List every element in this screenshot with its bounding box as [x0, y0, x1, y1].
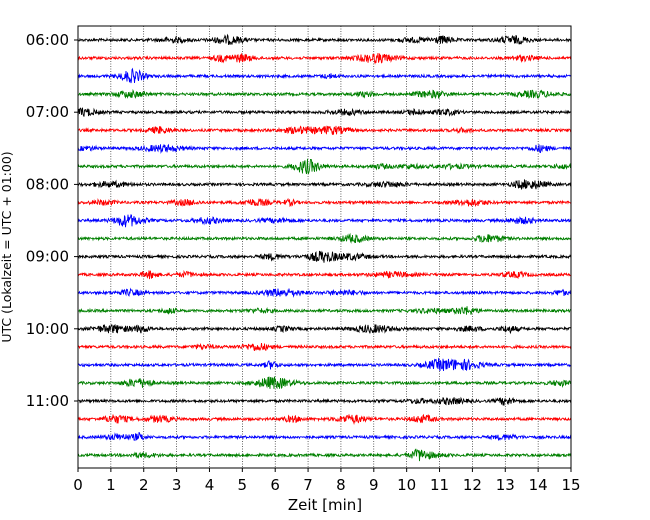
- seismic-trace: [77, 107, 572, 117]
- x-tick-label: 5: [238, 476, 248, 494]
- x-tick-label: 3: [172, 476, 182, 494]
- x-tick-label: 13: [496, 476, 515, 494]
- seismic-trace: [77, 342, 572, 352]
- seismic-trace: [77, 287, 572, 298]
- x-axis-label: Zeit [min]: [288, 496, 362, 514]
- x-tick-label: 8: [336, 476, 346, 494]
- seismic-trace: [77, 306, 572, 315]
- seismic-trace: [77, 214, 572, 228]
- y-tick-label: 11:00: [26, 392, 69, 410]
- y-axis-ticks: 06:00 07:00 08:00 09:00 10:00 11:00: [26, 31, 78, 410]
- x-tick-label: 6: [270, 476, 280, 494]
- seismic-trace: [77, 88, 572, 100]
- seismic-trace: [77, 143, 572, 154]
- x-tick-label: 1: [106, 476, 116, 494]
- x-tick-label: 15: [561, 476, 580, 494]
- seismic-trace: [77, 269, 572, 280]
- seismic-trace: [77, 432, 572, 442]
- seismic-trace: [77, 125, 572, 135]
- seismic-trace: [77, 357, 572, 372]
- seismic-trace: [77, 232, 572, 244]
- y-axis-label: UTC (Lokalzeit = UTC + 01:00): [0, 151, 14, 342]
- x-tick-label: 2: [139, 476, 149, 494]
- seismic-trace: [77, 67, 572, 84]
- seismic-trace: [77, 52, 572, 65]
- plot-frame: [77, 25, 572, 469]
- seismic-traces: [77, 33, 572, 462]
- seismic-trace: [77, 323, 572, 335]
- y-tick-label: 09:00: [26, 248, 69, 266]
- y-tick-label: 06:00: [26, 31, 69, 49]
- x-axis-ticks: 0 1 2 3 4 5 6 7 8 9 10 11 12 13 14 15: [73, 468, 581, 494]
- x-tick-label: 10: [397, 476, 416, 494]
- seismic-trace: [77, 179, 572, 190]
- seismic-trace: [77, 197, 572, 208]
- y-tick-label: 08:00: [26, 175, 69, 193]
- seismic-trace: [77, 396, 572, 406]
- seismic-trace: [77, 33, 572, 45]
- seismic-trace: [77, 158, 572, 175]
- x-tick-label: 0: [73, 476, 83, 494]
- x-tick-label: 9: [369, 476, 379, 494]
- x-tick-label: 14: [529, 476, 548, 494]
- y-tick-label: 07:00: [26, 103, 69, 121]
- x-tick-label: 7: [303, 476, 313, 494]
- x-tick-label: 4: [205, 476, 215, 494]
- x-tick-label: 11: [430, 476, 449, 494]
- seismic-trace: [77, 250, 572, 263]
- seismic-trace: [77, 448, 572, 462]
- grid-lines: [110, 26, 539, 468]
- y-tick-label: 10:00: [26, 320, 69, 338]
- x-tick-label: 12: [463, 476, 482, 494]
- seismic-trace: [77, 376, 572, 390]
- seismic-trace: [77, 413, 572, 425]
